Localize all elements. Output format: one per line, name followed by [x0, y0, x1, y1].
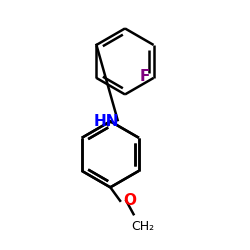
- Text: O: O: [123, 193, 136, 208]
- Text: F: F: [140, 69, 150, 84]
- Text: CH₂: CH₂: [131, 220, 154, 233]
- Text: HN: HN: [94, 114, 120, 129]
